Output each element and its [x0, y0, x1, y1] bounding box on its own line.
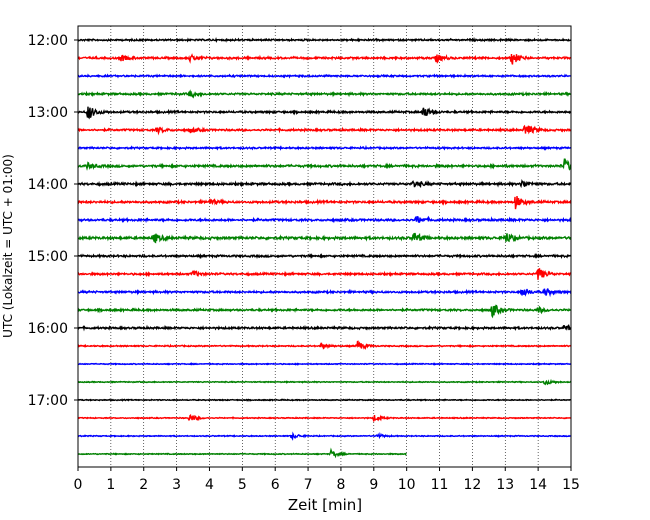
trace-1530 — [77, 288, 572, 298]
x-tick-label: 2 — [139, 477, 148, 493]
y-tick-label: 13:00 — [28, 105, 68, 121]
trace-1215 — [77, 53, 572, 65]
x-tick-label: 10 — [398, 477, 416, 493]
trace-1500 — [77, 252, 572, 260]
x-tick-label: 4 — [205, 477, 214, 493]
x-tick-label: 7 — [304, 477, 313, 493]
x-tick-label: 0 — [74, 477, 83, 493]
trace-1330 — [77, 144, 572, 151]
y-tick-label: 16:00 — [28, 321, 68, 337]
x-tick-label: 14 — [529, 477, 547, 493]
x-axis-ticks: 0 1 2 3 4 5 6 7 8 9 10 11 12 13 14 15 — [74, 467, 580, 493]
y-axis-ticks: 12:00 13:00 14:00 15:00 16:00 17:00 — [28, 33, 78, 409]
x-tick-label: 11 — [431, 477, 449, 493]
trace-1745 — [77, 447, 407, 459]
trace-1245 — [77, 89, 572, 99]
x-tick-label: 15 — [562, 477, 580, 493]
y-tick-label: 14:00 — [28, 177, 68, 193]
trace-1300 — [77, 106, 572, 120]
x-tick-label: 3 — [172, 477, 181, 493]
trace-1415 — [77, 195, 572, 210]
trace-1700 — [77, 398, 572, 402]
y-axis-label: UTC (Lokalzeit = UTC + 01:00) — [1, 154, 15, 338]
y-tick-label: 12:00 — [28, 33, 68, 49]
x-tick-label: 1 — [106, 477, 115, 493]
trace-1645 — [77, 378, 572, 386]
trace-1345 — [77, 158, 572, 171]
trace-1430 — [77, 215, 572, 224]
x-tick-label: 13 — [496, 477, 514, 493]
seismic-traces — [77, 36, 572, 459]
x-tick-label: 8 — [336, 477, 345, 493]
trace-1630 — [77, 362, 572, 366]
x-tick-label: 9 — [369, 477, 378, 493]
x-tick-label: 5 — [238, 477, 247, 493]
y-tick-label: 15:00 — [28, 249, 68, 265]
trace-1445 — [77, 232, 572, 244]
trace-1545 — [77, 304, 572, 319]
trace-1400 — [77, 179, 572, 189]
trace-1315 — [77, 124, 572, 136]
trace-1600 — [77, 324, 572, 332]
trace-1515 — [77, 267, 572, 280]
trace-1615 — [77, 340, 572, 351]
x-tick-label: 6 — [271, 477, 280, 493]
trace-1200 — [77, 36, 572, 44]
trace-1230 — [77, 73, 572, 79]
plot-frame — [77, 25, 572, 468]
y-tick-label: 17:00 — [28, 393, 68, 409]
trace-1730 — [77, 431, 572, 441]
x-axis-label: Zeit [min] — [288, 496, 362, 514]
trace-1715 — [77, 414, 572, 423]
x-tick-label: 12 — [463, 477, 481, 493]
